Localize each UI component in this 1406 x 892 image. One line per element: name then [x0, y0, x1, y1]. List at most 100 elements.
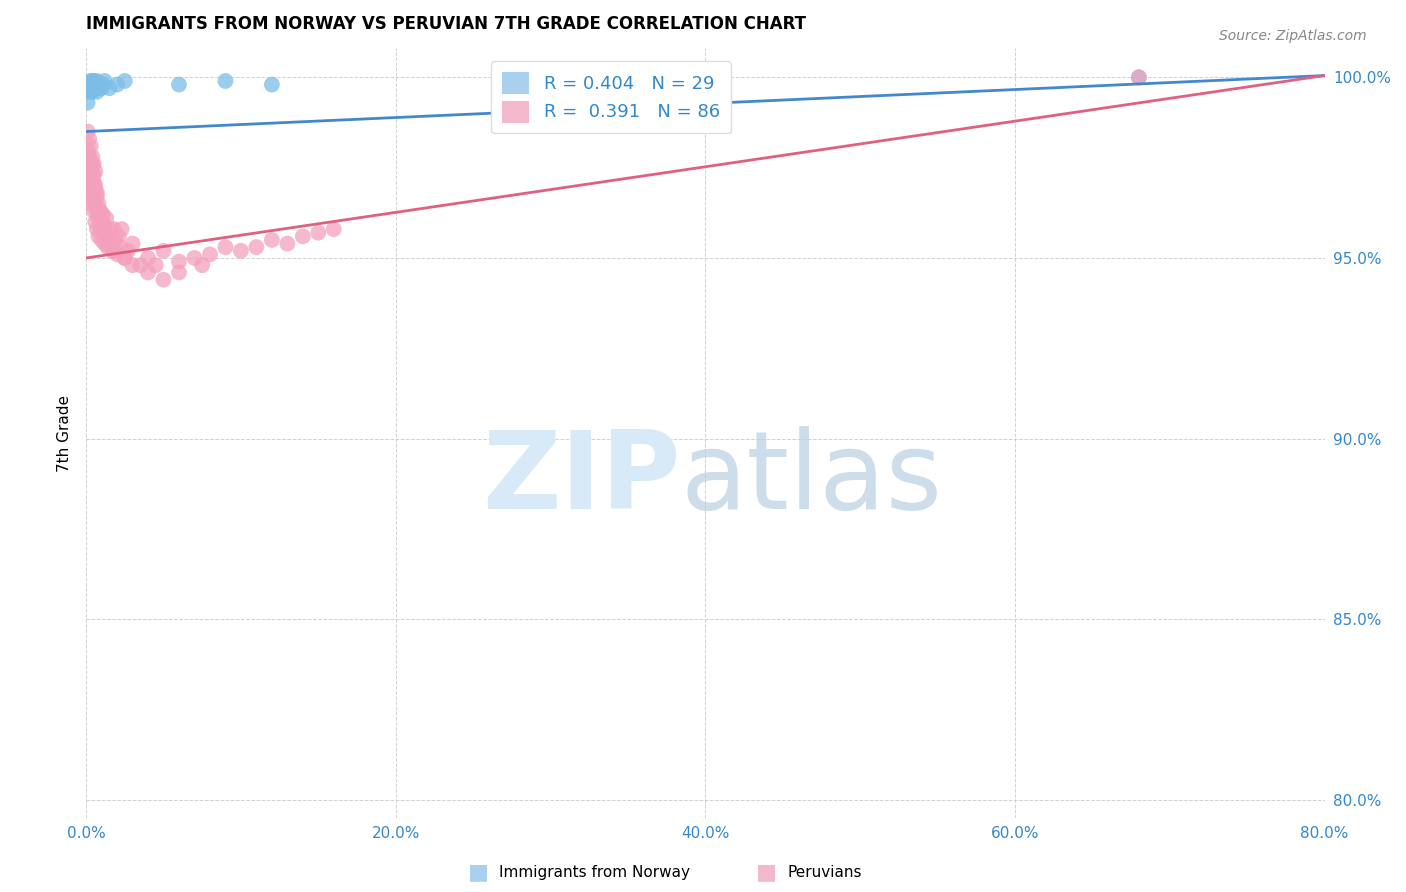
Point	[76, 178, 98, 193]
Point	[167, 265, 190, 279]
Point	[77, 168, 100, 182]
Point	[77, 132, 100, 146]
Point	[83, 157, 105, 171]
Point	[214, 74, 236, 88]
Point	[167, 254, 190, 268]
Point	[104, 233, 127, 247]
Point	[108, 240, 131, 254]
Point	[76, 161, 98, 175]
Point	[307, 226, 329, 240]
Point	[80, 196, 103, 211]
Point	[76, 95, 98, 110]
Point	[152, 244, 174, 258]
Point	[82, 78, 104, 92]
Point	[260, 78, 283, 92]
Point	[214, 240, 236, 254]
Point	[82, 74, 104, 88]
Point	[97, 240, 120, 254]
Text: Source: ZipAtlas.com: Source: ZipAtlas.com	[1219, 29, 1367, 44]
Point	[322, 222, 344, 236]
Point	[103, 244, 125, 258]
Point	[82, 85, 104, 99]
Point	[77, 78, 100, 92]
Point	[89, 222, 111, 236]
Point	[82, 193, 104, 207]
Text: Peruvians: Peruvians	[787, 865, 862, 880]
Point	[96, 211, 118, 226]
Point	[93, 236, 115, 251]
Point	[84, 81, 107, 95]
Point	[1128, 70, 1150, 85]
Point	[105, 247, 128, 261]
Text: atlas: atlas	[681, 426, 942, 533]
Point	[114, 251, 136, 265]
Point	[77, 81, 100, 95]
Point	[83, 168, 105, 182]
Point	[571, 74, 593, 88]
Point	[89, 204, 111, 219]
Point	[83, 81, 105, 95]
Point	[87, 81, 110, 95]
Point	[84, 164, 107, 178]
Text: ZIP: ZIP	[482, 426, 681, 533]
Point	[84, 215, 107, 229]
Point	[80, 85, 103, 99]
Point	[260, 233, 283, 247]
Point	[77, 150, 100, 164]
Text: IMMIGRANTS FROM NORWAY VS PERUVIAN 7TH GRADE CORRELATION CHART: IMMIGRANTS FROM NORWAY VS PERUVIAN 7TH G…	[86, 15, 806, 33]
Point	[103, 222, 125, 236]
Point	[114, 74, 136, 88]
Point	[87, 229, 110, 244]
Point	[87, 196, 110, 211]
Point	[121, 258, 143, 272]
Point	[86, 189, 108, 203]
Point	[229, 244, 252, 258]
Point	[84, 196, 107, 211]
Point	[83, 204, 105, 219]
Point	[84, 182, 107, 196]
Point	[101, 244, 124, 258]
Point	[90, 211, 112, 226]
Point	[89, 78, 111, 92]
Point	[98, 81, 121, 95]
Point	[245, 240, 267, 254]
Point	[83, 78, 105, 92]
Point	[84, 78, 107, 92]
Point	[77, 186, 100, 200]
Point	[152, 273, 174, 287]
Point	[86, 186, 108, 200]
Point	[136, 251, 159, 265]
Point	[89, 204, 111, 219]
Point	[80, 178, 103, 193]
Text: Immigrants from Norway: Immigrants from Norway	[499, 865, 690, 880]
Point	[76, 124, 98, 138]
Point	[121, 236, 143, 251]
Point	[167, 78, 190, 92]
Point	[145, 258, 167, 272]
Point	[80, 157, 103, 171]
Point	[82, 168, 104, 182]
Point	[91, 208, 114, 222]
Point	[87, 211, 110, 226]
Point	[114, 251, 136, 265]
Point	[83, 186, 105, 200]
Point	[136, 265, 159, 279]
Point	[291, 229, 314, 244]
Point	[93, 222, 115, 236]
Point	[83, 74, 105, 88]
Y-axis label: 7th Grade: 7th Grade	[58, 395, 72, 472]
Point	[183, 251, 205, 265]
Point	[90, 233, 112, 247]
Point	[90, 81, 112, 95]
Point	[93, 74, 115, 88]
Point	[83, 175, 105, 189]
Point	[97, 233, 120, 247]
Point	[86, 74, 108, 88]
Point	[80, 161, 103, 175]
Text: ■: ■	[468, 863, 488, 882]
Point	[98, 222, 121, 236]
Point	[80, 81, 103, 95]
Point	[276, 236, 298, 251]
Point	[80, 74, 103, 88]
Point	[86, 204, 108, 219]
